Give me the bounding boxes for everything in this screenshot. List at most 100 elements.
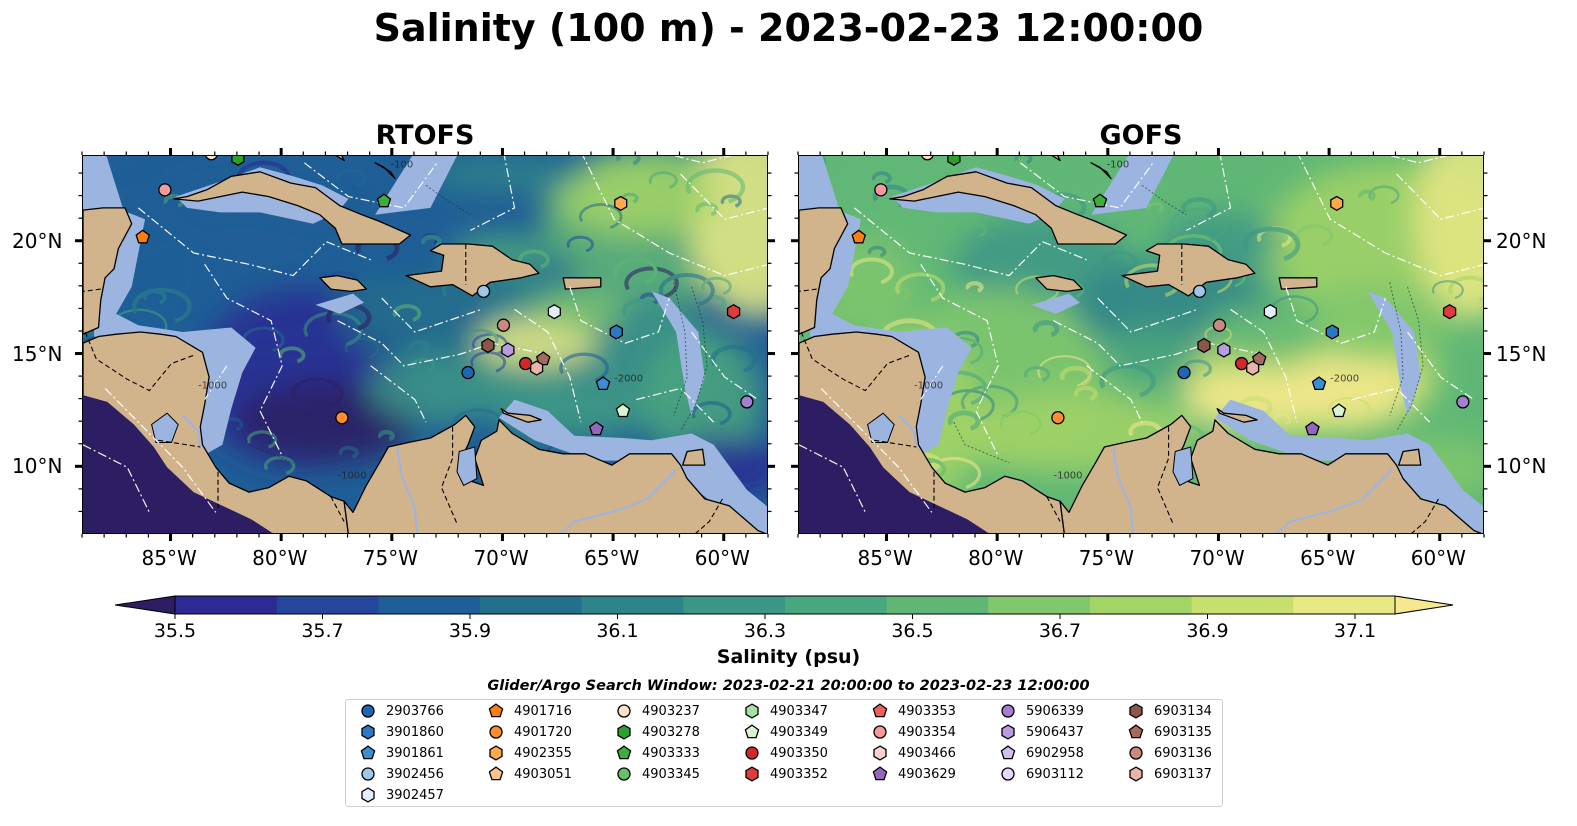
platform-marker-4903354[interactable] — [158, 183, 172, 197]
platform-marker-4901720[interactable] — [335, 411, 349, 425]
platform-marker-4903278[interactable] — [947, 156, 961, 166]
platform-marker-4901716[interactable] — [135, 229, 151, 244]
legend-marker[interactable] — [873, 725, 887, 739]
platform-marker-2903766[interactable] — [461, 365, 475, 380]
platform-marker-4903333[interactable] — [1092, 193, 1108, 208]
legend-marker-icon — [873, 745, 887, 761]
legend-label: 4901716 — [514, 703, 572, 719]
legend-marker[interactable] — [1001, 767, 1015, 781]
platform-marker-4903347[interactable] — [766, 488, 769, 502]
legend-marker[interactable] — [745, 766, 759, 782]
legend-marker[interactable] — [744, 724, 760, 739]
legend-marker[interactable] — [1129, 766, 1143, 782]
platform-marker-4902355[interactable] — [614, 195, 628, 212]
platform-marker-3902456[interactable] — [476, 284, 491, 299]
platform-marker-4903350[interactable] — [1234, 356, 1249, 371]
panel-title-rtofs: RTOFS — [375, 120, 475, 151]
platform-marker-4903352[interactable] — [1442, 304, 1457, 320]
platform-marker-4901716[interactable] — [851, 229, 867, 244]
legend-label: 4903051 — [514, 766, 572, 782]
platform-marker-4903278[interactable] — [231, 156, 245, 166]
legend-item: 4903051 — [488, 766, 572, 782]
contour-label: -1000 — [1053, 471, 1082, 482]
legend-marker[interactable] — [1000, 745, 1016, 760]
platform-marker-6903134[interactable] — [481, 337, 495, 354]
legend-marker[interactable] — [488, 766, 504, 781]
legend-marker-icon — [489, 725, 503, 739]
platform-marker-4903354[interactable] — [874, 183, 888, 197]
platform-marker-4903629[interactable] — [589, 421, 604, 436]
legend-marker[interactable] — [361, 704, 375, 718]
lon-label: 85°W — [857, 546, 913, 570]
platform-marker-3901860[interactable] — [609, 324, 623, 340]
platform-marker-5906437[interactable] — [1217, 342, 1231, 358]
platform-marker-5906339[interactable] — [1456, 395, 1470, 409]
platform-marker-6903134[interactable] — [1197, 337, 1211, 354]
platform-marker-4902355[interactable] — [1330, 195, 1344, 212]
platform-marker-4903347[interactable] — [1482, 488, 1485, 502]
platform-marker-6903137[interactable] — [1246, 360, 1260, 376]
platform-marker-6903136[interactable] — [1212, 318, 1227, 332]
rtofs-salinity-map[interactable]: -100 -1000 -1000 -2000 — [82, 155, 768, 534]
legend-marker[interactable] — [1001, 704, 1015, 718]
legend-marker[interactable] — [489, 725, 503, 739]
legend-marker[interactable] — [873, 745, 887, 761]
platform-marker-4903349[interactable] — [1331, 403, 1347, 418]
platform-marker-4903237[interactable] — [921, 156, 934, 161]
platform-marker-4903629[interactable] — [1305, 421, 1320, 436]
legend-marker[interactable] — [1129, 703, 1143, 719]
legend-label: 4903345 — [642, 766, 700, 782]
colorbar-segment — [1090, 596, 1193, 614]
legend-marker[interactable] — [617, 724, 631, 740]
platform-marker-4903350[interactable] — [518, 356, 533, 371]
colorbar-tick-label: 35.5 — [153, 620, 197, 642]
contour-label: -100 — [391, 159, 414, 170]
legend-marker[interactable] — [361, 767, 375, 781]
legend-marker[interactable] — [617, 704, 631, 718]
legend-marker[interactable] — [360, 745, 376, 760]
platform-marker-4903333[interactable] — [376, 193, 392, 208]
legend-marker[interactable] — [1128, 724, 1144, 739]
platform-marker-4903237[interactable] — [205, 156, 218, 161]
platform-marker-4903349[interactable] — [615, 403, 631, 418]
legend-label: 4903350 — [770, 745, 828, 761]
platform-marker-6903136[interactable] — [496, 318, 511, 332]
legend-marker[interactable] — [616, 745, 632, 760]
platform-marker-3901861[interactable] — [1311, 376, 1327, 391]
legend-marker[interactable] — [1129, 746, 1143, 760]
platform-marker-4901720[interactable] — [1051, 411, 1065, 425]
legend-item: 4903349 — [744, 724, 828, 740]
legend-label: 4903354 — [898, 724, 956, 740]
platform-marker-5906339[interactable] — [740, 395, 754, 409]
platform-marker-6903137[interactable] — [530, 360, 544, 376]
lat-label-right: 15°N — [1496, 341, 1547, 366]
colorbar-tick-label: 35.9 — [448, 620, 492, 642]
legend-marker[interactable] — [361, 787, 375, 803]
platform-marker-3901860[interactable] — [1325, 324, 1339, 340]
gofs-salinity-map[interactable]: -100 -1000 -1000 -2000 — [798, 155, 1484, 534]
legend-item: 3902456 — [360, 766, 444, 782]
lon-label: 80°W — [252, 546, 308, 570]
legend-marker-icon — [745, 703, 759, 719]
panel-title-gofs: GOFS — [1099, 120, 1183, 151]
platform-marker-4903352[interactable] — [726, 304, 741, 320]
legend-marker[interactable] — [745, 746, 759, 760]
legend-marker[interactable] — [488, 703, 504, 718]
legend-marker[interactable] — [1001, 724, 1015, 740]
legend-label: 3901861 — [386, 745, 444, 761]
legend-marker[interactable] — [361, 724, 375, 740]
platform-marker-3901861[interactable] — [595, 376, 611, 391]
colorbar-segment — [480, 596, 583, 614]
legend-marker[interactable] — [745, 703, 759, 719]
legend-item: 4903347 — [744, 703, 828, 719]
legend-marker[interactable] — [617, 767, 631, 781]
platform-marker-3902457[interactable] — [547, 304, 561, 320]
platform-marker-5906437[interactable] — [501, 342, 515, 358]
colorbar-tick-label: 36.3 — [743, 620, 787, 642]
legend-marker[interactable] — [489, 745, 503, 761]
platform-marker-3902457[interactable] — [1263, 304, 1277, 320]
platform-marker-3902456[interactable] — [1192, 284, 1207, 299]
platform-marker-2903766[interactable] — [1177, 365, 1191, 380]
legend-marker[interactable] — [872, 766, 888, 781]
legend-marker[interactable] — [872, 703, 888, 718]
